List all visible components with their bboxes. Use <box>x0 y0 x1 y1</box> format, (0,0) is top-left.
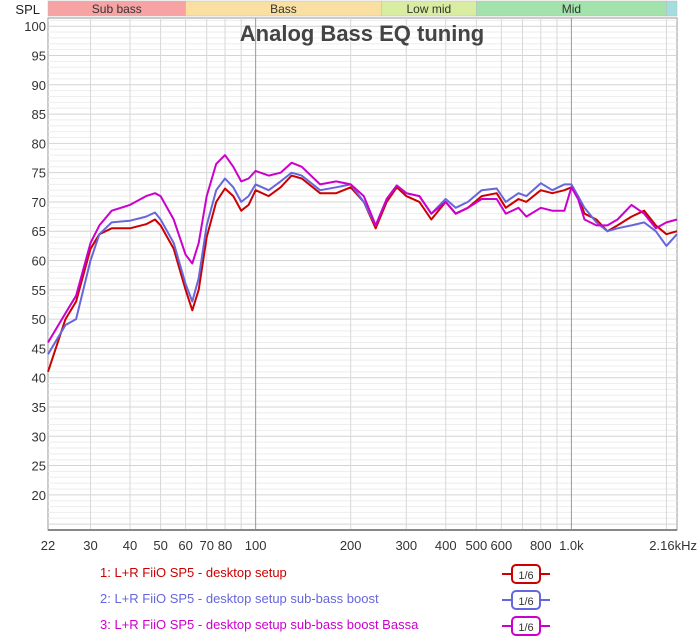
band-label: Mid <box>562 2 581 16</box>
y-tick-label: 60 <box>32 254 46 269</box>
smoothing-badge-1[interactable]: 1/6 <box>500 563 552 584</box>
y-tick-label: 70 <box>32 195 46 210</box>
y-tick-label: 90 <box>32 78 46 93</box>
series-line-3 <box>47 154 678 344</box>
y-tick-label: 55 <box>32 283 46 298</box>
y-tick-label: 85 <box>32 107 46 122</box>
frequency-response-chart: Sub bass Bass Low mid Mid SPL 20 25 30 35 40 45 5… <box>15 0 697 553</box>
y-tick-label: 25 <box>32 459 46 474</box>
y-tick-label: 35 <box>32 400 46 415</box>
smoothing-label: 1/6 <box>518 622 533 634</box>
x-tick-label: 400 <box>435 538 457 553</box>
y-tick-label: 95 <box>32 48 46 63</box>
x-tick-label: 70 <box>199 538 213 553</box>
x-tick-label: 80 <box>218 538 232 553</box>
y-tick-label: 20 <box>32 488 46 503</box>
chart-title: Analog Bass EQ tuning <box>240 21 484 46</box>
x-tick-label: 22 <box>41 538 55 553</box>
x-tick-label: 300 <box>395 538 417 553</box>
x-tick-label: 40 <box>123 538 137 553</box>
x-tick-label: 30 <box>83 538 97 553</box>
smoothing-badge-3[interactable]: 1/6 <box>500 615 552 636</box>
x-tick-label: 500 <box>465 538 487 553</box>
x-tick-label: 600 <box>490 538 512 553</box>
y-tick-label: 80 <box>32 136 46 151</box>
x-tick-label: 50 <box>153 538 167 553</box>
y-tick-label: 65 <box>32 224 46 239</box>
x-tick-label: 200 <box>340 538 362 553</box>
y-tick-label: 100 <box>24 19 46 34</box>
y-tick-label: 45 <box>32 341 46 356</box>
y-tick-label: 75 <box>32 166 46 181</box>
plot-area <box>47 17 678 531</box>
x-tick-label: 2.16kHz <box>649 538 697 553</box>
smoothing-label: 1/6 <box>518 570 533 582</box>
band-label: Low mid <box>406 2 451 16</box>
x-tick-label: 1.0k <box>559 538 584 553</box>
band-4 <box>666 0 678 17</box>
y-tick-label: 50 <box>32 312 46 327</box>
legend-entry-1: 1: L+R FiiO SP5 - desktop setup <box>100 565 287 580</box>
y-tick-label: 40 <box>32 371 46 386</box>
smoothing-label: 1/6 <box>518 596 533 608</box>
series-line-2 <box>47 171 678 355</box>
x-tick-label: 100 <box>245 538 267 553</box>
legend-entry-2: 2: L+R FiiO SP5 - desktop setup sub-bass… <box>100 591 379 606</box>
x-tick-label: 800 <box>530 538 552 553</box>
band-label: Sub bass <box>92 2 142 16</box>
y-axis-label: SPL <box>15 2 40 17</box>
band-label: Bass <box>270 2 297 16</box>
smoothing-badge-2[interactable]: 1/6 <box>500 589 552 610</box>
x-tick-label: 60 <box>178 538 192 553</box>
y-tick-label: 30 <box>32 429 46 444</box>
legend-entry-3: 3: L+R FiiO SP5 - desktop setup sub-bass… <box>100 617 419 632</box>
